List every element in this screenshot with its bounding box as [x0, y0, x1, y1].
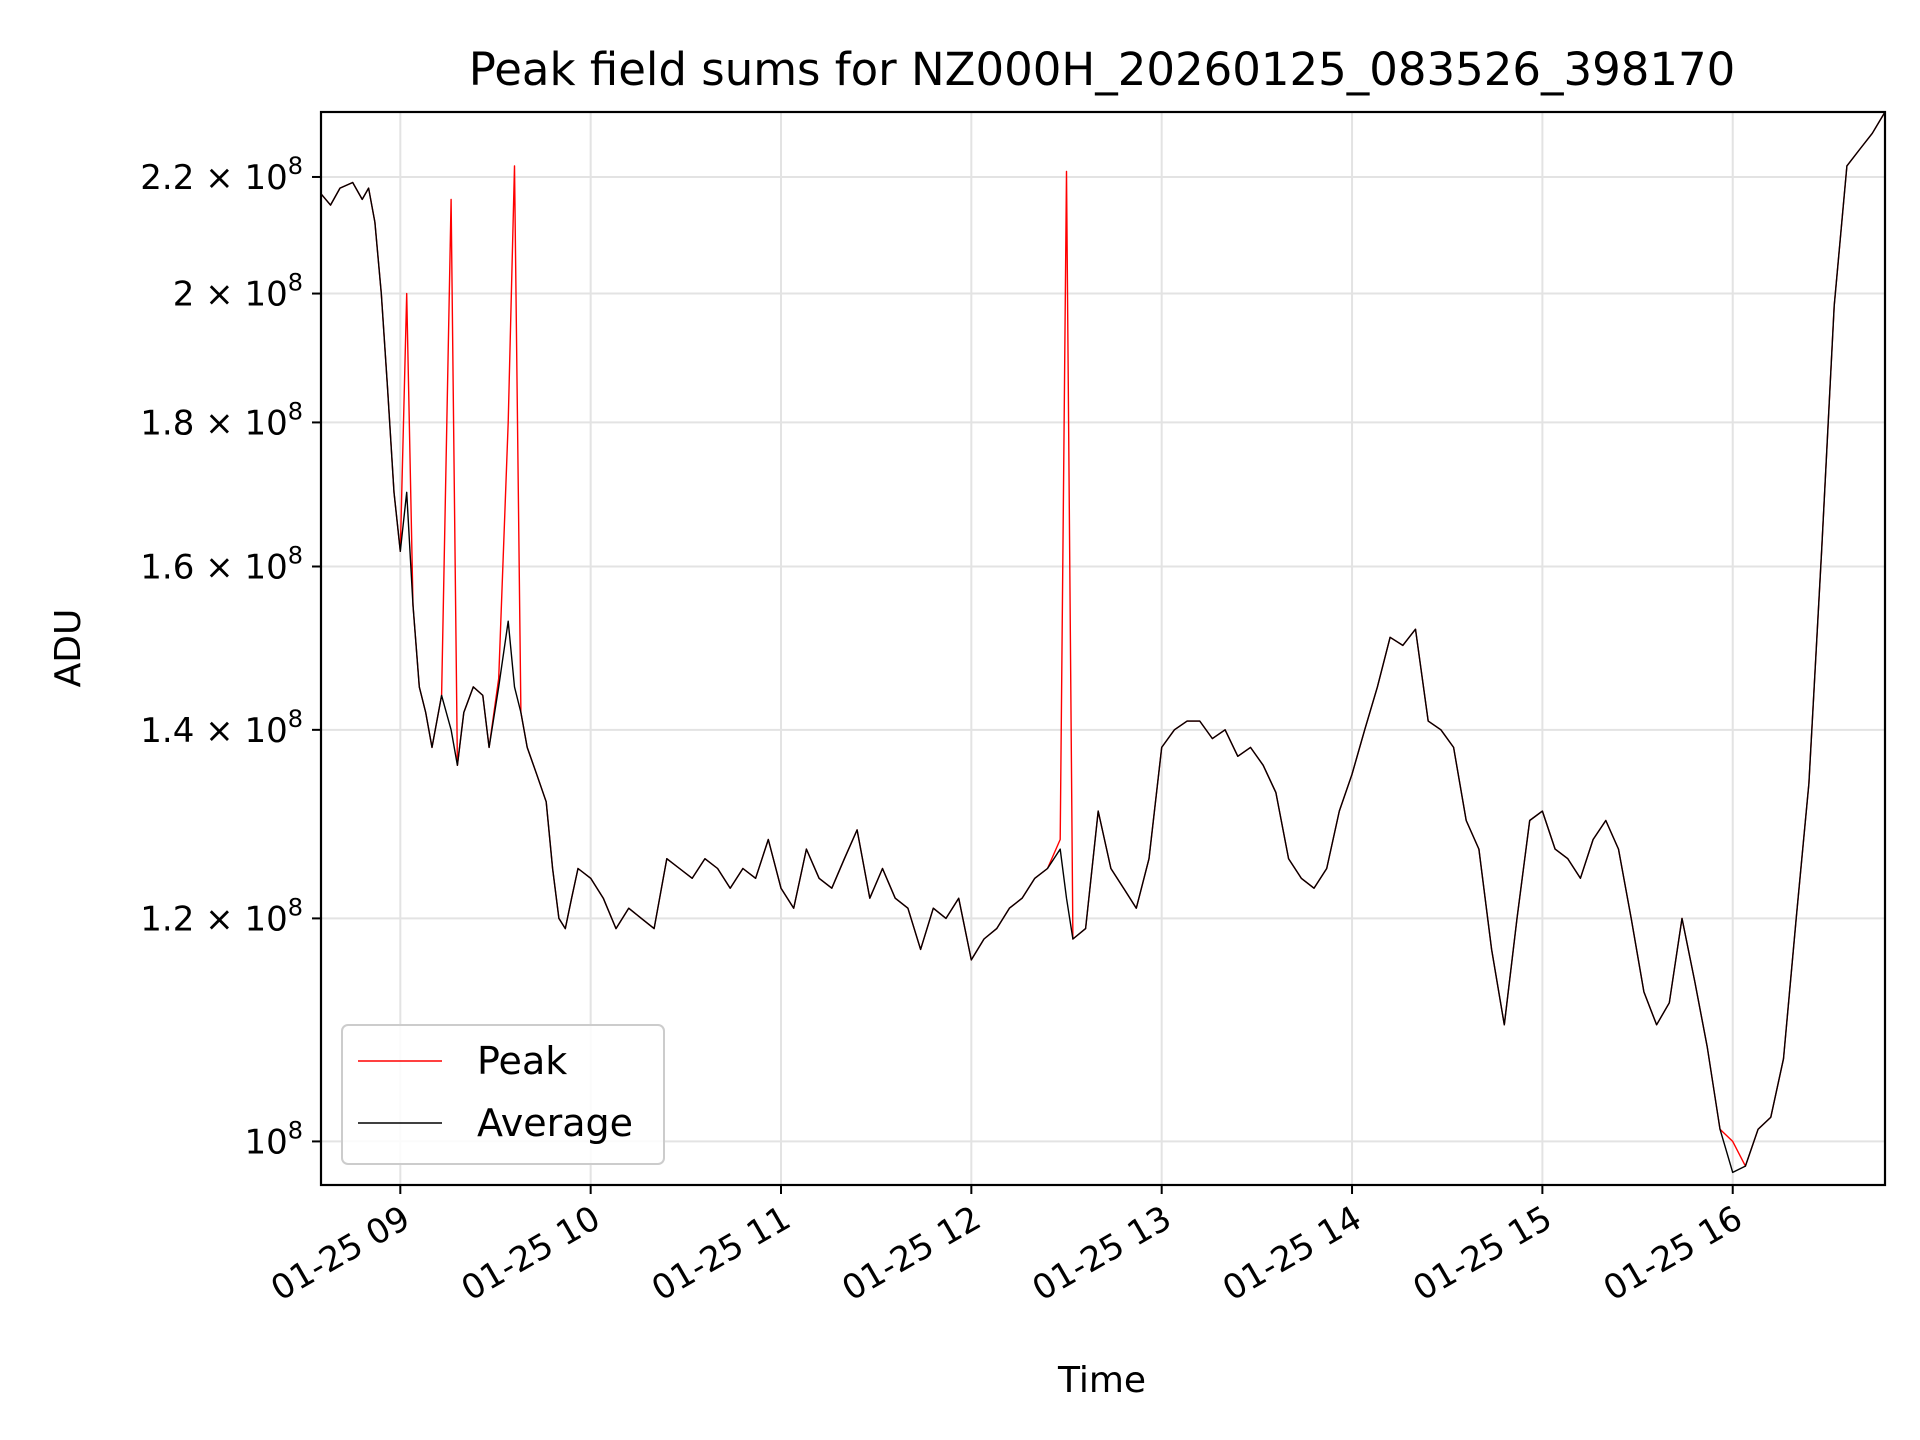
- legend-box: [341, 1024, 665, 1165]
- series-line-average: [320, 111, 1886, 1174]
- y-tick-label: 2.2 × 108: [140, 152, 303, 198]
- y-tick-label: 1.8 × 108: [140, 397, 303, 443]
- y-tick-label: 2 × 108: [173, 269, 303, 315]
- chart-title: Peak field sums for NZ000H_20260125_0835…: [469, 43, 1736, 96]
- y-tick-label: 108: [244, 1116, 303, 1162]
- series-layer: [320, 111, 1886, 1174]
- y-axis-title: ADU: [48, 609, 89, 688]
- legend-peak-label: Peak: [477, 1039, 567, 1083]
- y-tick-label: 1.6 × 108: [140, 542, 303, 588]
- legend-average-label: Average: [477, 1101, 633, 1145]
- plot-frame: [319, 110, 1887, 1187]
- legend: Peak Average: [341, 1024, 665, 1165]
- y-tick-label: 1.4 × 108: [140, 705, 303, 751]
- y-tick-label: 1.2 × 108: [140, 893, 303, 939]
- x-axis-title: Time: [1057, 1360, 1146, 1401]
- y-axis: 108 1.2 × 108 1.4 × 108 1.6 × 108 1.8 × 108 2…: [140, 152, 321, 1162]
